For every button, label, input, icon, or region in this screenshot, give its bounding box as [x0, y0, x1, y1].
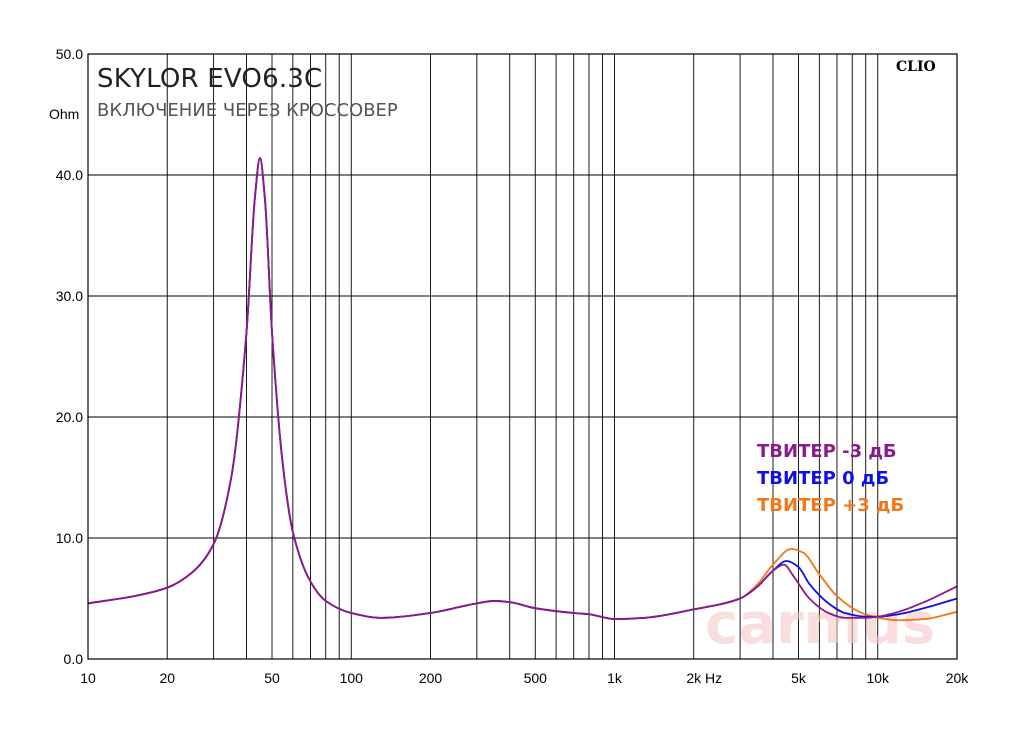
- chart-subtitle: ВКЛЮЧЕНИЕ ЧЕРЕЗ КРОССОВЕР: [97, 100, 398, 121]
- y-tick-label: 30.0: [56, 288, 83, 304]
- chart-title: SKYLOR EVO6.3C: [97, 64, 322, 94]
- y-axis-unit: Ohm: [49, 106, 79, 122]
- y-tick-label: 0.0: [64, 651, 84, 667]
- x-tick-label: 10k: [866, 670, 890, 686]
- y-tick-label: 50.0: [56, 46, 83, 62]
- legend: ТВИТЕР -3 дБ ТВИТЕР 0 дБ ТВИТЕР +3 дБ: [757, 441, 904, 516]
- x-tick-label: 1k: [607, 670, 623, 686]
- x-tick-label: 10: [80, 670, 96, 686]
- tick-labels: 10 20 50 100 200 500 1k 2k 5k 10k 20k 0.0 10.0 20.0 30…: [56, 46, 970, 686]
- plot-frame: [87, 53, 958, 660]
- series-line-1: [87, 157, 958, 620]
- x-tick-label: 50: [264, 670, 280, 686]
- x-axis-unit: Hz: [705, 670, 722, 686]
- x-tick-label: 2k: [686, 670, 702, 686]
- x-tick-label: 20: [159, 670, 175, 686]
- y-tick-label: 10.0: [56, 530, 83, 546]
- x-tick-label: 100: [340, 670, 364, 686]
- legend-entry-3: ТВИТЕР +3 дБ: [757, 495, 904, 516]
- brand-label: CLIO: [896, 59, 936, 75]
- x-tick-label: 20k: [946, 670, 970, 686]
- legend-entry-2: ТВИТЕР 0 дБ: [757, 468, 889, 489]
- x-tick-label: 5k: [791, 670, 807, 686]
- y-tick-label: 40.0: [56, 167, 83, 183]
- plot-background: [88, 54, 957, 659]
- series-layer: [87, 157, 958, 622]
- x-tick-label: 200: [419, 670, 443, 686]
- x-tick-label: 500: [524, 670, 548, 686]
- y-tick-label: 20.0: [56, 409, 83, 425]
- legend-entry-1: ТВИТЕР -3 дБ: [757, 441, 897, 462]
- watermark: carmus: [705, 592, 935, 657]
- grid-lines: [88, 54, 957, 659]
